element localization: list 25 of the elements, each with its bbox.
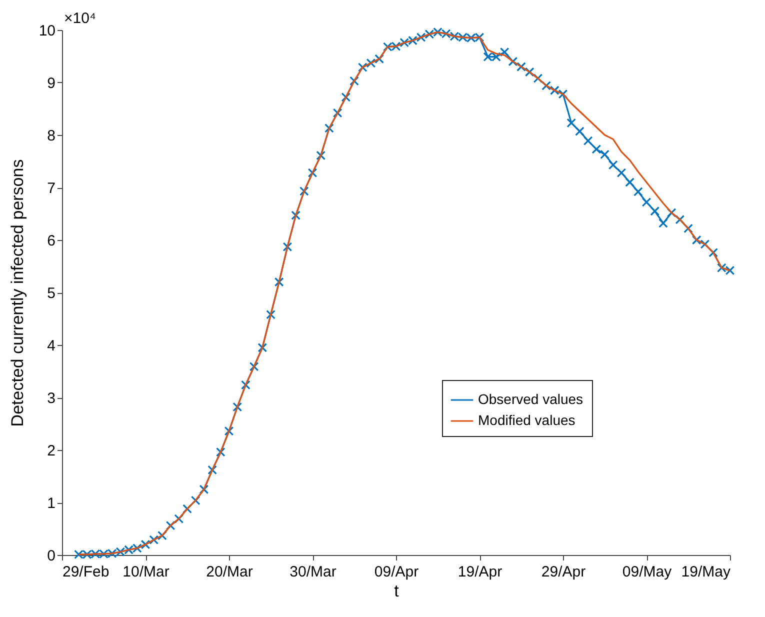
y-tick-label: 3 [47,390,56,407]
x-tick-label: 29/Feb [62,564,110,580]
y-tick-label: 1 [47,495,56,512]
x-tick-label: 09/Apr [374,564,419,580]
legend-label: Modified values [478,412,576,428]
x-tick-label: 29/Apr [541,564,586,580]
y-tick-label: 0 [47,548,56,564]
text: ×10⁴ [64,10,96,27]
y-tick-label: 10 [38,22,56,40]
y-tick-label: 4 [47,338,56,354]
y-tick-label: 8 [47,128,56,144]
y-tick-label: 9 [47,75,56,92]
y-axis-title: Detected currently infected persons [8,159,27,427]
x-tick-label: 20/Mar [206,564,253,580]
y-tick-label: 6 [47,232,56,250]
legend-label: Observed values [478,391,584,407]
y-tick-label: 7 [47,180,56,197]
x-axis-title: t [394,582,400,600]
x-tick-label: 19/Apr [458,564,502,580]
x-tick-label: 19/May [681,564,731,580]
y-tick-label: 5 [47,285,56,302]
x-tick-label: 30/Mar [290,564,336,580]
y-tick-label: 2 [47,442,56,460]
x-tick-label: 09/May [622,564,672,580]
x-tick-label: 10/Mar [122,564,170,580]
